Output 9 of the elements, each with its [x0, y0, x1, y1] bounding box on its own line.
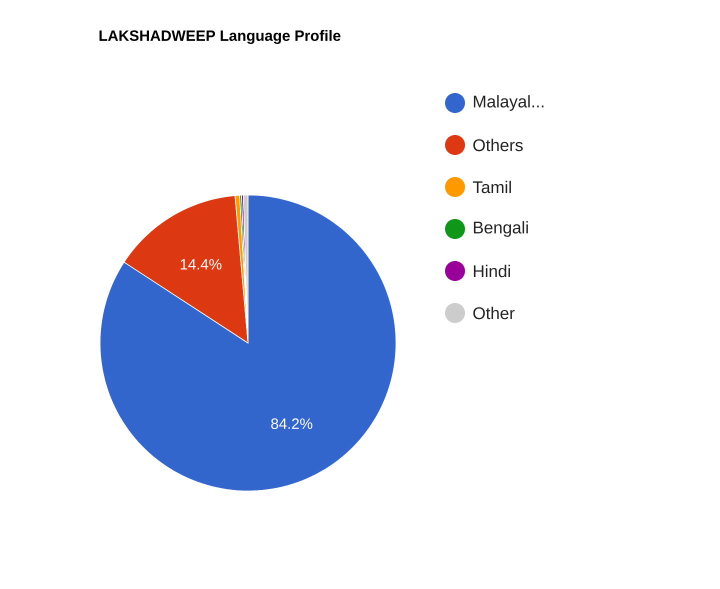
data-label: 84.2% [271, 418, 312, 429]
legend-label: Others [473, 138, 523, 152]
legend-label: Tamil [472, 180, 511, 194]
legend-label: Hindi [474, 264, 510, 278]
chart-title: LAKSHADWEEP Language Profile [100, 30, 340, 44]
data-label: 14.4% [180, 259, 222, 270]
legend-label: Bengali [474, 221, 528, 237]
legend-label: Malayal... [474, 95, 544, 111]
legend-label: Other [473, 306, 515, 320]
